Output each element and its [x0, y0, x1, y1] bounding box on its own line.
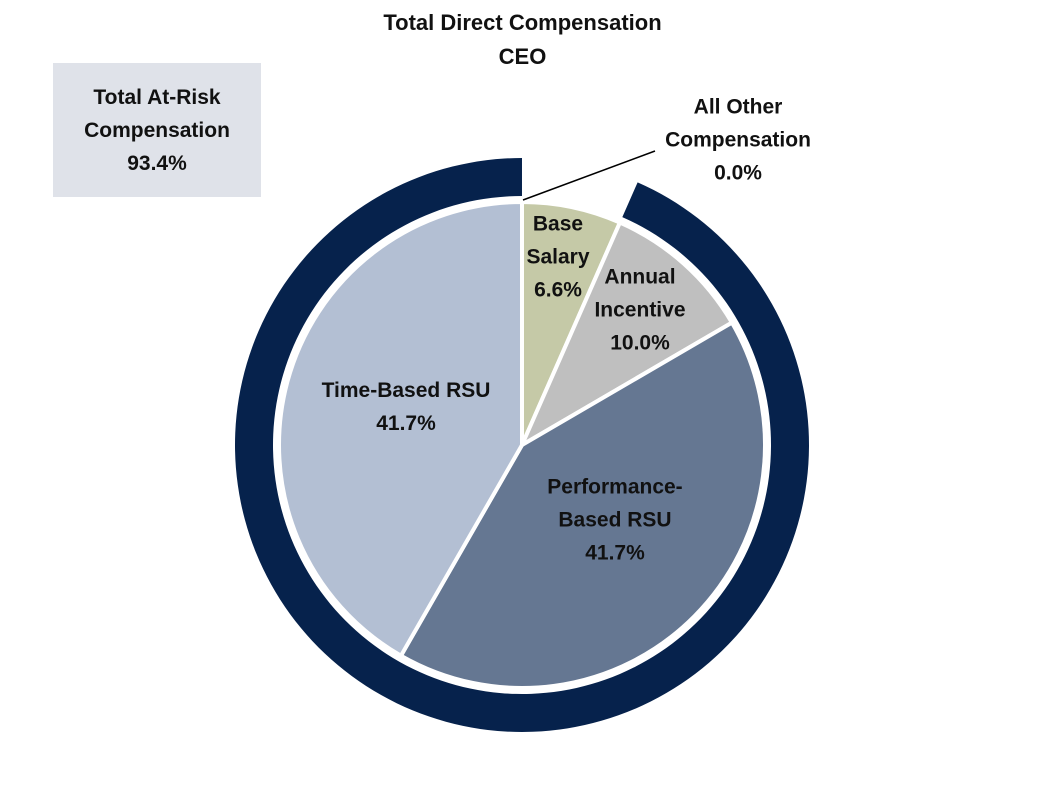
at-risk-box: Total At-Risk Compensation 93.4% [53, 63, 261, 197]
chart-title-block: Total Direct Compensation CEO [0, 6, 1045, 74]
pie-slice [520, 220, 734, 447]
at-risk-value: 93.4% [127, 151, 187, 175]
slice-name: Time-Based RSU [321, 379, 491, 402]
pie-slice [277, 200, 524, 658]
slice-label: Base Salary 6.6% [518, 208, 598, 307]
chart-subtitle: CEO [498, 44, 547, 69]
slice-name: Base Salary [526, 212, 590, 269]
at-risk-label: Total At-Risk Compensation [84, 85, 230, 142]
slice-label: All Other Compensation 0.0% [648, 91, 828, 190]
slice-value: 10.0% [610, 331, 670, 355]
slice-name: Performance-Based RSU [547, 475, 683, 532]
slice-label: Performance-Based RSU 41.7% [525, 471, 705, 570]
slice-value: 6.6% [534, 278, 582, 302]
slice-value: 41.7% [376, 412, 436, 435]
chart-title: Total Direct Compensation [383, 10, 662, 35]
slice-name: Annual Incentive [594, 265, 686, 322]
slice-label: Time-Based RSU 41.7% [301, 374, 511, 440]
slice-label: Annual Incentive 10.0% [580, 261, 700, 360]
slice-value: 41.7% [585, 541, 645, 565]
slice-name: All Other Compensation [665, 95, 811, 152]
pie-slice [398, 320, 767, 690]
callout-line [522, 150, 656, 201]
slice-value: 0.0% [714, 161, 762, 185]
